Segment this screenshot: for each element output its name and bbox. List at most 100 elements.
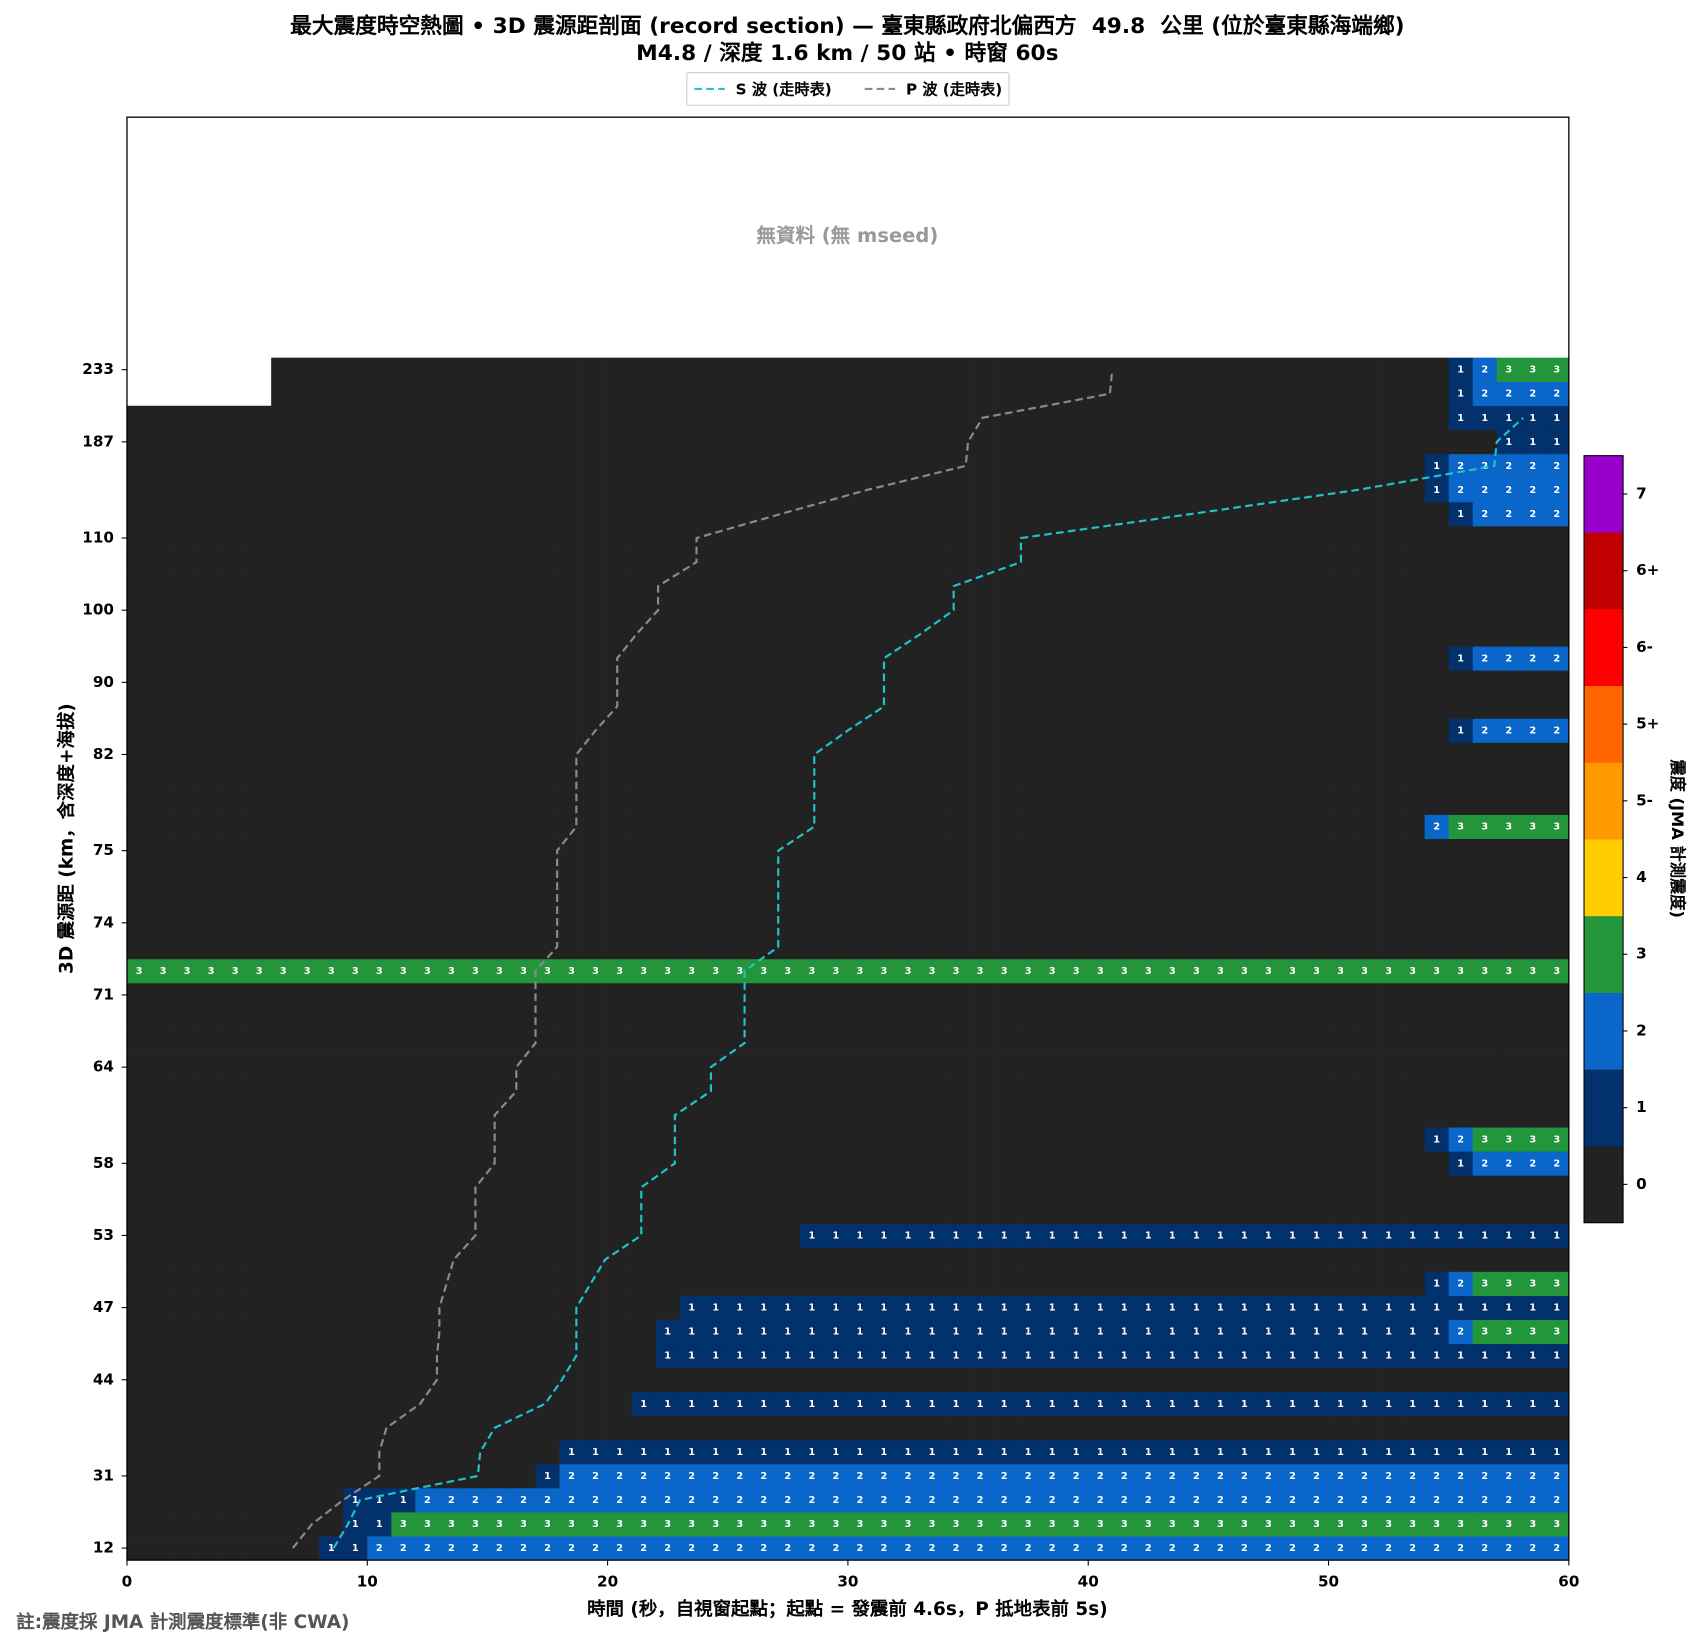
heatmap-cell <box>1184 1343 1209 1369</box>
heatmap-cell <box>439 1055 464 1080</box>
heatmap-cell <box>295 357 320 383</box>
heatmap-cell <box>223 1247 248 1272</box>
heatmap-cell <box>944 742 969 767</box>
heatmap-cell <box>871 1512 897 1537</box>
heatmap-cell <box>1328 886 1353 912</box>
heatmap-cell <box>559 862 584 888</box>
heatmap-cell <box>847 1512 873 1537</box>
cell-label: 3 <box>1529 966 1536 977</box>
heatmap-cell <box>391 526 416 551</box>
cell-label: 2 <box>1217 1471 1224 1482</box>
heatmap-cell <box>847 1175 873 1200</box>
heatmap-cell <box>1160 1079 1185 1104</box>
heatmap-cell <box>655 1295 681 1320</box>
heatmap-cell <box>679 1247 705 1272</box>
heatmap-cell <box>223 766 248 791</box>
heatmap-cell <box>1136 1512 1161 1537</box>
heatmap-cell <box>631 934 656 960</box>
heatmap-cell <box>992 1415 1017 1441</box>
heatmap-cell <box>679 670 705 695</box>
heatmap-cell <box>847 550 873 575</box>
heatmap-cell <box>1232 1536 1257 1561</box>
heatmap-cell <box>343 574 368 599</box>
y-tick-label: 187 <box>82 432 114 450</box>
heatmap-cell <box>1328 742 1353 767</box>
heatmap-cell <box>823 1271 849 1296</box>
heatmap-cell <box>1088 790 1113 815</box>
heatmap-cell <box>1112 1127 1137 1152</box>
heatmap-cell <box>319 357 344 383</box>
heatmap-cell <box>655 1463 681 1489</box>
heatmap-cell <box>559 1319 584 1345</box>
heatmap-cell <box>1448 1127 1474 1152</box>
heatmap-cell <box>415 574 440 599</box>
cell-label: 3 <box>1097 1519 1104 1530</box>
cell-label: 3 <box>352 966 359 977</box>
heatmap-cell <box>1112 405 1137 431</box>
cell-label: 2 <box>1457 1495 1464 1506</box>
heatmap-cell <box>631 1127 656 1152</box>
heatmap-cell <box>391 814 416 839</box>
heatmap-cell <box>751 910 777 936</box>
heatmap-cell <box>223 1391 248 1417</box>
heatmap-cell <box>823 814 849 839</box>
heatmap-cell <box>607 958 632 984</box>
cell-label: 2 <box>833 1543 840 1554</box>
y-tick-label: 64 <box>93 1058 114 1076</box>
cell-label: 2 <box>1121 1471 1128 1482</box>
heatmap-cell <box>1280 1151 1305 1176</box>
heatmap-cell <box>295 1127 320 1152</box>
heatmap-cell <box>944 1391 969 1417</box>
heatmap-cell <box>559 1199 584 1224</box>
heatmap-cell <box>535 1079 560 1104</box>
cell-label: 3 <box>1001 1519 1008 1530</box>
heatmap-cell <box>319 1487 344 1513</box>
heatmap-cell <box>920 934 945 960</box>
heatmap-cell <box>944 1079 969 1104</box>
heatmap-cell <box>1160 1391 1185 1417</box>
heatmap-cell <box>487 1319 512 1345</box>
heatmap-cell <box>703 646 729 671</box>
cell-label: 1 <box>1193 1399 1200 1410</box>
cell-label: 2 <box>448 1543 455 1554</box>
heatmap-cell <box>559 1439 584 1465</box>
heatmap-cell <box>1256 429 1281 455</box>
cell-label: 2 <box>1553 1158 1560 1169</box>
heatmap-cell <box>1112 1103 1137 1128</box>
heatmap-cell <box>655 742 681 767</box>
heatmap-cell <box>1136 814 1161 839</box>
cell-label: 1 <box>1457 725 1464 736</box>
colorbar-swatch <box>1584 1069 1624 1147</box>
heatmap-cell <box>1160 1295 1185 1320</box>
heatmap-cell <box>1184 814 1209 839</box>
heatmap-cell <box>775 1536 801 1561</box>
heatmap-cell <box>871 1055 897 1080</box>
heatmap-cell <box>944 958 969 984</box>
cell-label: 1 <box>1049 1327 1056 1338</box>
cell-label: 3 <box>1505 1279 1512 1290</box>
heatmap-cell <box>679 790 705 815</box>
heatmap-cell <box>655 934 681 960</box>
heatmap-cell <box>1448 1055 1474 1080</box>
heatmap-cell <box>1376 982 1401 1008</box>
cell-label: 1 <box>1241 1230 1248 1241</box>
cell-label: 3 <box>1145 966 1152 977</box>
heatmap-cell <box>1256 1319 1281 1345</box>
heatmap-cell <box>992 574 1017 599</box>
cell-label: 3 <box>1217 966 1224 977</box>
heatmap-cell <box>343 429 368 455</box>
cell-label: 3 <box>1121 1519 1128 1530</box>
heatmap-cell <box>775 814 801 839</box>
heatmap-cell <box>463 1103 488 1128</box>
heatmap-cell <box>1064 598 1089 623</box>
heatmap-cell <box>1376 1271 1401 1296</box>
heatmap-cell <box>199 1512 224 1537</box>
heatmap-cell <box>1016 1415 1041 1441</box>
heatmap-cell <box>631 1151 656 1176</box>
heatmap-cell <box>1184 526 1209 551</box>
heatmap-cell <box>1064 670 1089 695</box>
heatmap-cell <box>1304 1127 1329 1152</box>
heatmap-cell <box>920 958 945 984</box>
heatmap-cell <box>871 742 897 767</box>
cell-label: 1 <box>1241 1399 1248 1410</box>
